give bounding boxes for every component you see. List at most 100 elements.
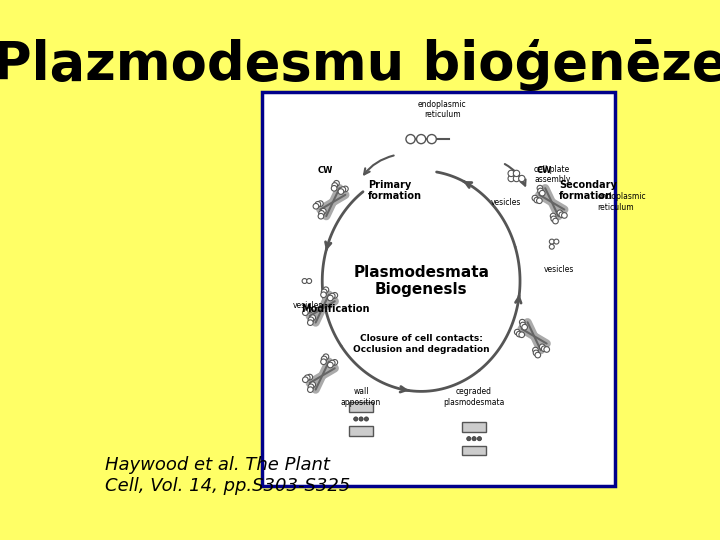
Text: ondoplasmic
reticulum: ondoplasmic reticulum xyxy=(598,192,647,212)
Circle shape xyxy=(544,347,549,352)
Text: CW: CW xyxy=(537,166,552,174)
Circle shape xyxy=(550,213,556,219)
Text: endoplasmic
reticulum: endoplasmic reticulum xyxy=(418,100,467,119)
Circle shape xyxy=(318,201,323,206)
Circle shape xyxy=(534,350,539,356)
Circle shape xyxy=(557,210,563,215)
Text: cegraded
plasmodesmata: cegraded plasmodesmata xyxy=(444,388,505,407)
Circle shape xyxy=(310,382,315,388)
Text: Plazmodesmu bioģenēze: Plazmodesmu bioģenēze xyxy=(0,39,720,91)
Circle shape xyxy=(549,239,554,244)
Circle shape xyxy=(340,187,346,192)
Text: vesicles: vesicles xyxy=(544,265,574,274)
Circle shape xyxy=(302,279,307,284)
Circle shape xyxy=(332,183,338,188)
Bar xyxy=(462,422,487,431)
Circle shape xyxy=(321,356,327,362)
Circle shape xyxy=(537,185,543,191)
Circle shape xyxy=(320,359,326,364)
Circle shape xyxy=(308,384,314,390)
Circle shape xyxy=(364,417,369,421)
Circle shape xyxy=(320,292,326,298)
Circle shape xyxy=(427,134,436,144)
Circle shape xyxy=(320,208,326,214)
Circle shape xyxy=(513,176,520,181)
Circle shape xyxy=(513,170,520,177)
Circle shape xyxy=(330,293,335,299)
Circle shape xyxy=(332,293,338,298)
Circle shape xyxy=(539,344,545,349)
Circle shape xyxy=(333,180,339,186)
Circle shape xyxy=(519,332,525,338)
Circle shape xyxy=(532,195,538,201)
Bar xyxy=(348,426,374,436)
Circle shape xyxy=(330,360,335,366)
Circle shape xyxy=(321,289,327,295)
Circle shape xyxy=(318,213,324,219)
Circle shape xyxy=(508,170,514,177)
Circle shape xyxy=(313,204,319,209)
Circle shape xyxy=(553,218,558,224)
Circle shape xyxy=(467,436,471,441)
Bar xyxy=(348,402,374,412)
Text: Modification: Modification xyxy=(301,303,369,314)
Circle shape xyxy=(516,331,522,337)
Circle shape xyxy=(308,317,314,322)
Circle shape xyxy=(536,198,542,204)
Circle shape xyxy=(328,362,333,368)
Text: Plasmodesmata
Biogenesls: Plasmodesmata Biogenesls xyxy=(353,265,489,297)
Circle shape xyxy=(328,295,333,301)
Bar xyxy=(462,446,487,455)
Circle shape xyxy=(319,211,325,216)
Circle shape xyxy=(534,197,540,203)
Circle shape xyxy=(562,213,567,218)
Circle shape xyxy=(539,190,545,196)
Circle shape xyxy=(305,375,310,381)
Circle shape xyxy=(307,307,312,313)
Circle shape xyxy=(315,201,320,207)
Text: CW: CW xyxy=(318,166,333,174)
Circle shape xyxy=(302,377,308,382)
Circle shape xyxy=(538,188,544,194)
Circle shape xyxy=(541,346,547,352)
Text: Secondary
formation: Secondary formation xyxy=(559,179,617,201)
Circle shape xyxy=(533,347,539,353)
Circle shape xyxy=(331,186,337,191)
Circle shape xyxy=(520,322,526,328)
Text: cell plate
assembly: cell plate assembly xyxy=(534,165,570,184)
Circle shape xyxy=(354,417,358,421)
Text: Primary
formation: Primary formation xyxy=(368,179,422,201)
Circle shape xyxy=(338,189,343,194)
Circle shape xyxy=(549,244,554,249)
Text: vesicles: vesicles xyxy=(293,301,323,310)
Text: wall
apposition: wall apposition xyxy=(341,388,381,407)
Circle shape xyxy=(559,212,564,218)
Circle shape xyxy=(551,216,557,222)
Circle shape xyxy=(535,352,541,358)
Text: vesicles: vesicles xyxy=(491,198,521,207)
Circle shape xyxy=(307,279,312,284)
Circle shape xyxy=(514,329,520,335)
Circle shape xyxy=(305,308,310,314)
Circle shape xyxy=(406,134,415,144)
Circle shape xyxy=(518,176,525,181)
Circle shape xyxy=(307,387,313,393)
Circle shape xyxy=(323,287,329,293)
Circle shape xyxy=(417,134,426,144)
Circle shape xyxy=(508,176,514,181)
Circle shape xyxy=(310,315,315,320)
Circle shape xyxy=(522,325,528,330)
Circle shape xyxy=(302,310,308,315)
FancyBboxPatch shape xyxy=(262,92,616,486)
Circle shape xyxy=(307,320,313,326)
Circle shape xyxy=(359,417,363,421)
Circle shape xyxy=(477,436,482,441)
Text: Closure of cell contacts:
Occlusion and degradation: Closure of cell contacts: Occlusion and … xyxy=(353,334,490,354)
Circle shape xyxy=(554,239,559,244)
Circle shape xyxy=(332,360,338,365)
Circle shape xyxy=(472,436,476,441)
Circle shape xyxy=(307,374,312,380)
Text: Haywood et al. The Plant
Cell, Vol. 14, pp.S303-S325: Haywood et al. The Plant Cell, Vol. 14, … xyxy=(104,456,350,495)
Circle shape xyxy=(323,354,329,360)
Circle shape xyxy=(343,186,348,192)
